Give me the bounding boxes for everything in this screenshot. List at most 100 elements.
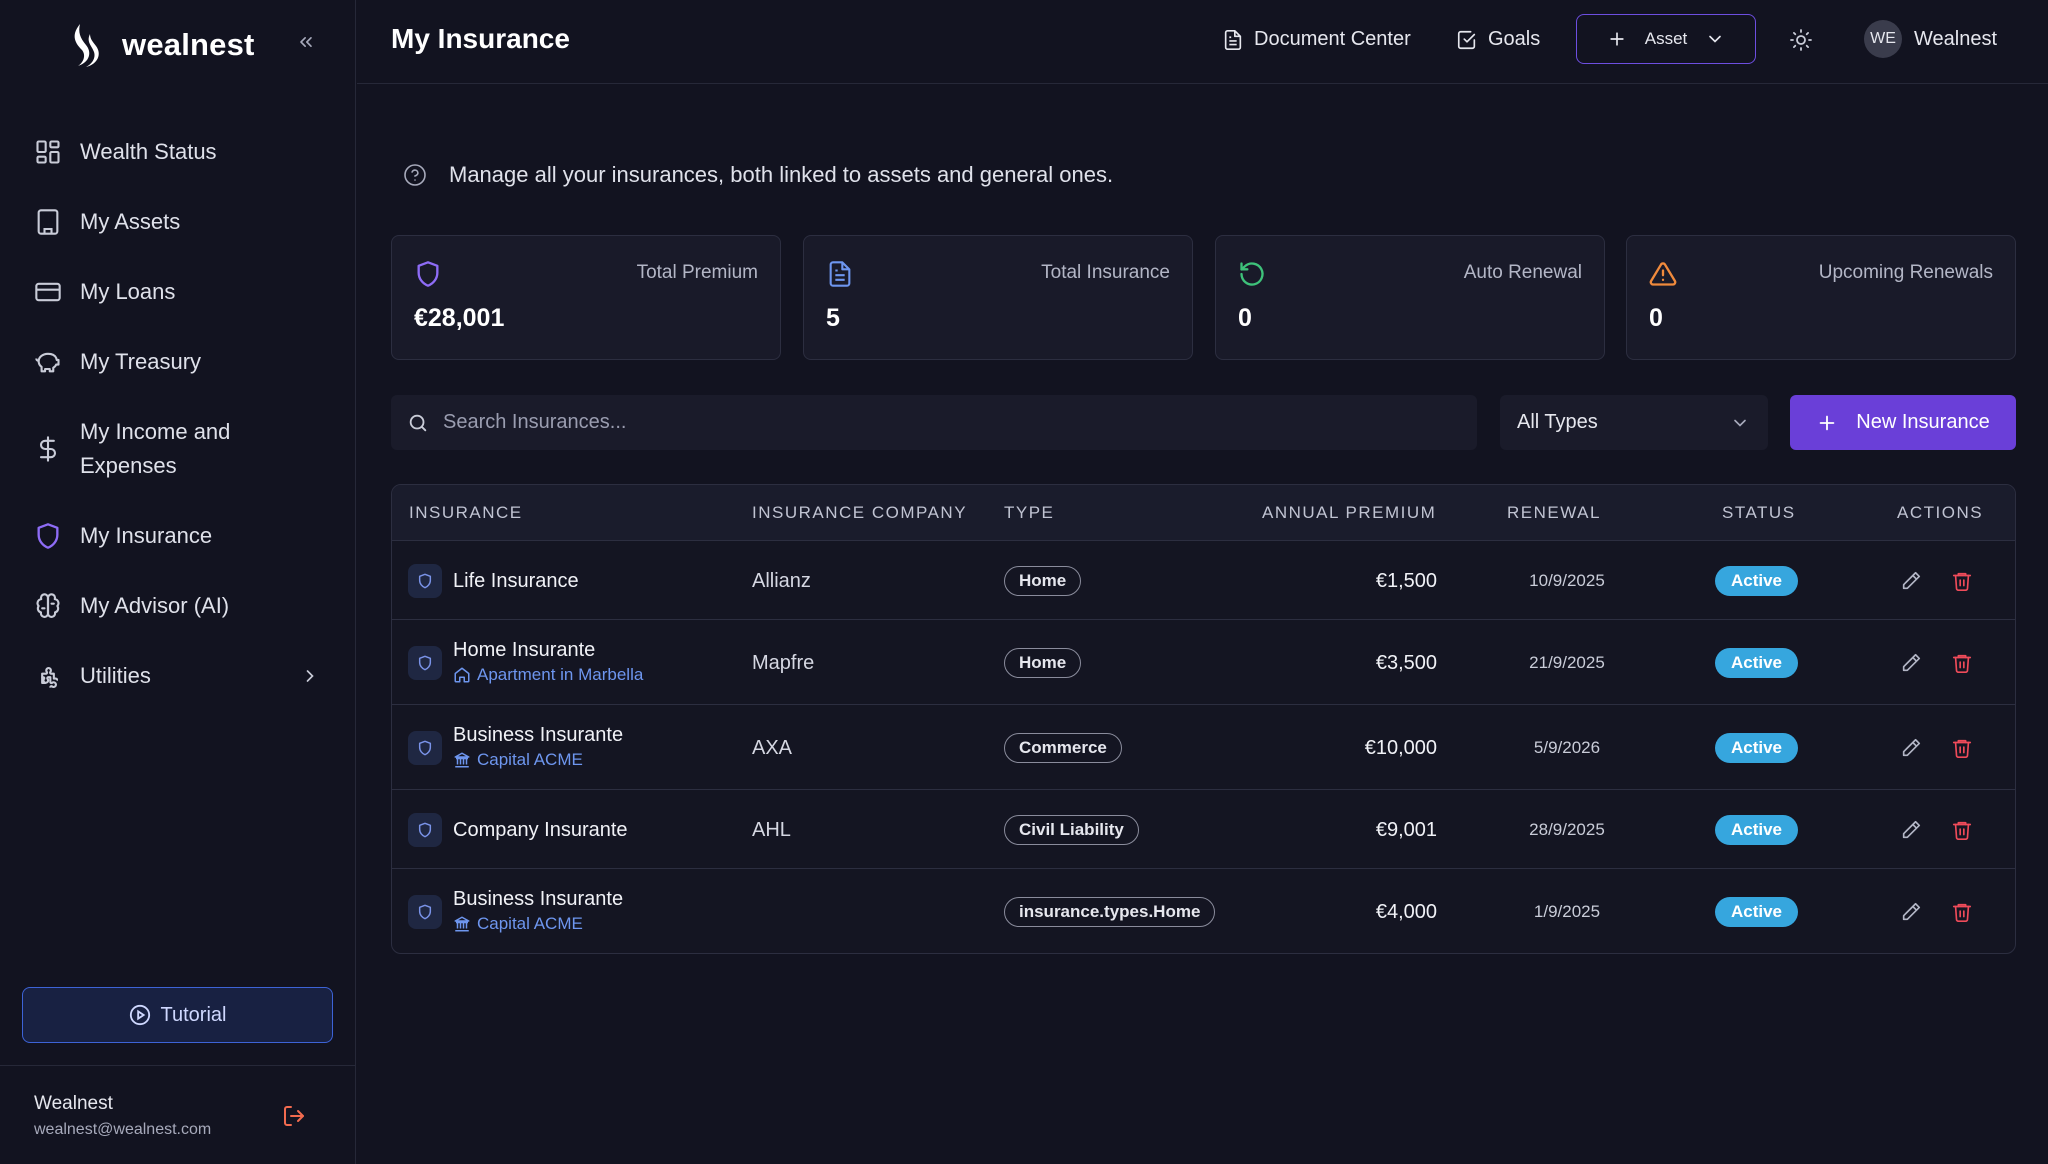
sidebar-item-label: My Treasury — [80, 349, 202, 374]
goals-label: Goals — [1488, 28, 1541, 50]
document-center-link[interactable]: Document Center — [1222, 28, 1411, 51]
collapse-sidebar-button[interactable] — [296, 32, 316, 52]
linked-asset-link[interactable]: Capital ACME — [453, 914, 583, 934]
trash-icon — [1952, 654, 1972, 673]
edit-button[interactable] — [1900, 737, 1922, 759]
auto-renewal-card: Auto Renewal 0 — [1215, 235, 1605, 360]
insurance-shield-icon — [408, 812, 442, 847]
sidebar-item-my-income-and-expenses[interactable]: My Income and Expenses — [0, 397, 356, 501]
theme-toggle-button[interactable] — [1789, 28, 1813, 52]
renewal-date: 28/9/2025 — [1529, 819, 1605, 839]
total-insurance-card: Total Insurance 5 — [803, 235, 1193, 360]
plus-icon — [1610, 32, 1624, 46]
sidebar-item-label: Utilities — [80, 663, 151, 688]
goals-link[interactable]: Goals — [1456, 28, 1540, 51]
insurance-name: Life Insurance — [453, 569, 579, 592]
tutorial-button[interactable]: Tutorial — [22, 987, 333, 1043]
building-icon — [37, 209, 59, 235]
delete-button[interactable] — [1951, 737, 1973, 759]
pencil-icon — [1902, 653, 1921, 671]
edit-button[interactable] — [1900, 652, 1922, 674]
linked-asset-label: Apartment in Marbella — [477, 664, 644, 684]
search-bar — [391, 395, 1477, 450]
add-asset-button[interactable]: Asset — [1576, 14, 1756, 64]
logo-mark-icon — [66, 22, 110, 68]
type-filter-select[interactable]: All Types — [1500, 395, 1768, 450]
credit-card-icon — [35, 282, 61, 302]
status-badge: Active — [1715, 897, 1798, 927]
renewal-date: 1/9/2025 — [1533, 902, 1601, 921]
document-center-label: Document Center — [1254, 28, 1411, 50]
sidebar-item-my-advisor[interactable]: My Advisor (AI) — [0, 571, 356, 641]
logo[interactable]: wealnest — [66, 22, 255, 68]
sidebar-item-label: My Assets — [80, 209, 181, 234]
new-insurance-button[interactable]: New Insurance — [1790, 395, 2016, 450]
sidebar-item-utilities[interactable]: Utilities — [0, 641, 356, 711]
delete-button[interactable] — [1951, 570, 1973, 592]
avatar: WE — [1864, 20, 1902, 58]
help-circle-icon — [404, 164, 426, 186]
table-row[interactable]: Life Insurance Allianz Home €1,500 10/9/2025… — [392, 541, 2015, 620]
help-text: Manage all your insurances, both linked … — [449, 162, 1114, 187]
sidebar-divider — [0, 1065, 356, 1066]
warning-icon — [1649, 262, 1677, 286]
linked-asset-link[interactable]: Capital ACME — [453, 750, 583, 770]
sidebar-item-my-assets[interactable]: My Assets — [0, 187, 356, 257]
search-input[interactable] — [443, 411, 1443, 434]
table-row[interactable]: Business Insurante Capital ACME AXA Commerc… — [392, 705, 2015, 790]
annual-premium: €9,001 — [1375, 818, 1437, 841]
sidebar-item-my-loans[interactable]: My Loans — [0, 257, 356, 327]
sidebar: wealnest Wealth Status My Assets My Loan… — [0, 0, 356, 1164]
delete-button[interactable] — [1951, 819, 1973, 841]
column-header: ACTIONS — [1897, 503, 1984, 522]
edit-button[interactable] — [1900, 819, 1922, 841]
sidebar-nav: Wealth Status My Assets My Loans My Trea… — [0, 117, 356, 711]
linked-asset-link[interactable]: Apartment in Marbella — [453, 665, 643, 685]
sidebar-item-my-insurance[interactable]: My Insurance — [0, 501, 356, 571]
table-header: INSURANCE INSURANCE COMPANY TYPE ANNUAL … — [392, 485, 2015, 541]
profile-menu[interactable]: WE Wealnest — [1864, 20, 1997, 58]
puzzle-icon — [41, 667, 59, 689]
logout-button[interactable] — [282, 1104, 306, 1128]
card-value: €28,001 — [414, 304, 505, 332]
status-badge: Active — [1715, 565, 1798, 596]
refresh-icon — [1240, 262, 1264, 286]
play-circle-icon — [129, 1004, 150, 1026]
help-description: Manage all your insurances, both linked … — [403, 162, 1113, 188]
bank-icon — [453, 751, 471, 769]
table-body: Life Insurance Allianz Home €1,500 10/9/2025… — [392, 541, 2015, 953]
logout-icon — [284, 1106, 304, 1126]
sidebar-item-wealth-status[interactable]: Wealth Status — [0, 117, 356, 187]
plus-icon — [1819, 415, 1835, 430]
shield-icon — [37, 523, 59, 549]
delete-button[interactable] — [1951, 652, 1973, 674]
renewal-date: 10/9/2025 — [1529, 570, 1605, 590]
upcoming-renewals-card: Upcoming Renewals 0 — [1626, 235, 2016, 360]
renewal-date: 5/9/2026 — [1533, 737, 1601, 757]
chevrons-left-icon — [300, 37, 312, 48]
type-badge: Civil Liability — [1004, 814, 1139, 845]
status-badge: Active — [1715, 814, 1798, 845]
insurance-shield-icon — [408, 645, 442, 680]
type-badge: insurance.types.Home — [1004, 897, 1216, 927]
insurance-name: Business Insurante — [453, 888, 624, 910]
delete-button[interactable] — [1951, 901, 1973, 923]
renewal-date: 21/9/2025 — [1529, 652, 1605, 672]
table-row[interactable]: Home Insurante Apartment in Marbella Mapfr… — [392, 620, 2015, 705]
column-header: INSURANCE COMPANY — [752, 503, 968, 522]
status-badge: Active — [1715, 647, 1798, 678]
table-row[interactable]: Business Insurante Capital ACME insurance.… — [392, 869, 2015, 953]
insurance-shield-icon — [408, 895, 442, 929]
sidebar-item-my-treasury[interactable]: My Treasury — [0, 327, 356, 397]
column-header: TYPE — [1004, 503, 1055, 522]
chevron-right-icon — [306, 670, 314, 682]
card-value: 0 — [1649, 304, 1663, 332]
brain-icon — [36, 593, 60, 618]
insurance-name: Company Insurante — [453, 818, 628, 841]
edit-button[interactable] — [1900, 570, 1922, 592]
card-label: Total Insurance — [1041, 262, 1170, 283]
edit-button[interactable] — [1900, 901, 1922, 923]
pencil-icon — [1902, 820, 1921, 838]
table-row[interactable]: Company Insurante AHL Civil Liability €9,00… — [392, 790, 2015, 869]
user-email: wealnest@wealnest.com — [34, 1121, 212, 1138]
